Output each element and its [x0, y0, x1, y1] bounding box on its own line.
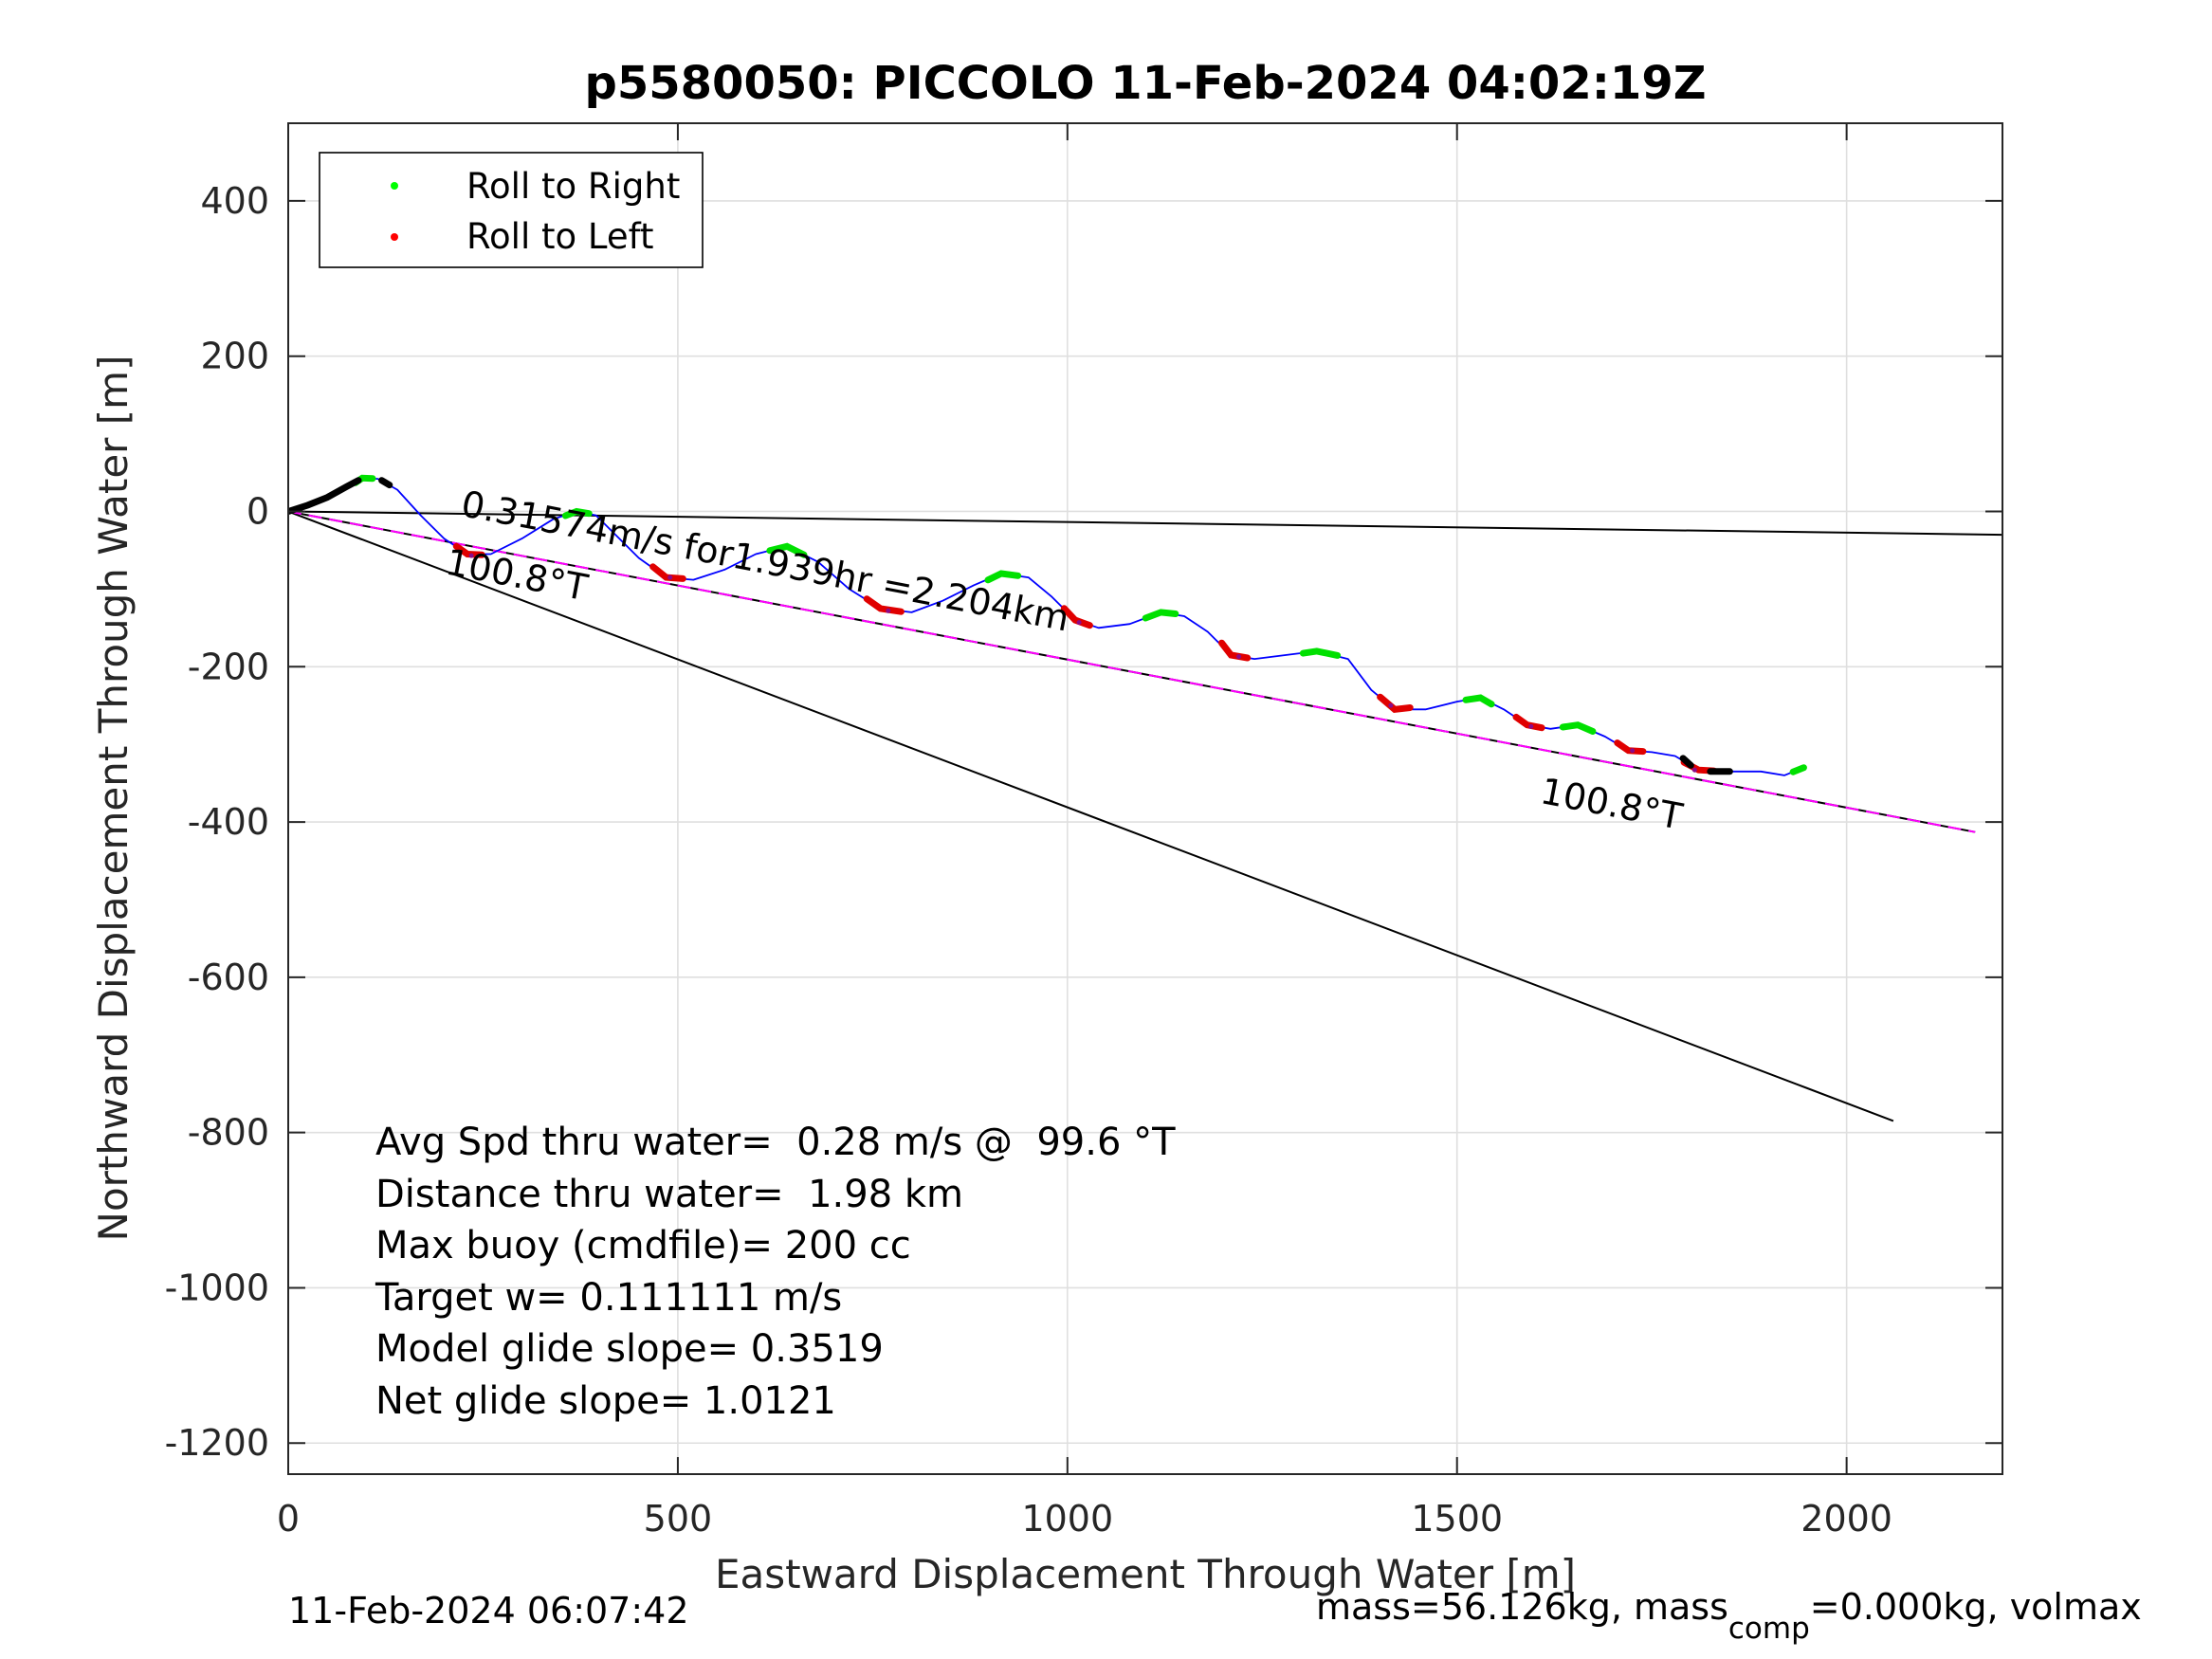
roll-right-marker: [766, 542, 808, 558]
roll-left-point: [667, 574, 673, 580]
stat-line: Model glide slope= 0.3519: [375, 1327, 884, 1371]
y-tick-label: -200: [188, 646, 269, 687]
roll-left-marker: [452, 542, 485, 558]
stats-block: Avg Spd thru water= 0.28 m/s @ 99.6 °T D…: [375, 1121, 1176, 1423]
footer-mass: mass=56.126kg, masscomp=0.000kg, volmax: [1316, 1586, 2142, 1646]
footer-timestamp: 11-Feb-2024 06:07:42: [288, 1590, 689, 1632]
legend-marker-right: [391, 182, 398, 190]
roll-left-point: [886, 608, 891, 613]
x-tick-label: 500: [644, 1498, 713, 1540]
roll-right-marker: [1142, 609, 1179, 622]
stat-line: Target w= 0.111111 m/s: [375, 1276, 842, 1320]
x-tick-label: 1000: [1021, 1498, 1113, 1540]
plot-frame: [287, 122, 2003, 1475]
footer-mass-prefix: mass=56.126kg, mass: [1316, 1586, 1728, 1628]
roll-left-marker: [649, 563, 686, 582]
axis-ticks: 0 500 1000 1500 20004002000-200-400-600-800-…: [165, 123, 2002, 1540]
legend-label-right: Roll to Right: [466, 166, 680, 207]
bearing-line-magenta: [288, 510, 1976, 833]
roll-left-marker: [1060, 605, 1093, 629]
y-axis-label: Northward Displacement Through Water [m]: [90, 356, 137, 1242]
x-tick-label: 2000: [1801, 1498, 1892, 1540]
stat-line: Net glide slope= 1.0121: [375, 1379, 836, 1423]
y-tick-label: 200: [200, 336, 269, 377]
roll-left-point: [1630, 748, 1636, 754]
track-line: [288, 477, 1804, 776]
chart-title: p5580050: PICCOLO 11-Feb-2024 04:02:19Z: [584, 57, 1706, 110]
y-tick-label: 400: [200, 180, 269, 222]
roll-left-marker: [1512, 713, 1545, 732]
legend-label-left: Roll to Left: [466, 216, 654, 257]
y-tick-label: -400: [188, 801, 269, 843]
roll-left-marker: [1377, 693, 1414, 713]
plot-layer: [288, 474, 2002, 1122]
legend-box: [319, 152, 704, 268]
legend: Roll to Right Roll to Left: [319, 152, 704, 268]
roll-right-marker: [984, 570, 1022, 584]
roll-right-marker: [1299, 647, 1342, 659]
roll-right-marker: [1462, 694, 1495, 708]
legend-marker-left: [391, 233, 398, 241]
roll-left-marker: [1614, 739, 1647, 756]
track-black-segment: [288, 477, 362, 515]
y-tick-label: -800: [188, 1112, 269, 1154]
footer-mass-sub: comp: [1728, 1612, 1810, 1646]
track-black-segment: [1679, 755, 1694, 769]
y-tick-label: 0: [247, 490, 269, 532]
x-tick-label: 0: [277, 1498, 300, 1540]
roll-left-point: [1388, 702, 1394, 708]
roll-left-point: [1076, 620, 1082, 626]
stat-line: Max buoy (cmdfile)= 200 cc: [375, 1224, 911, 1267]
footer-mass-suffix: =0.000kg, volmax: [1810, 1586, 2142, 1628]
roll-left-point: [468, 553, 474, 558]
heading-line: [288, 510, 1894, 1122]
y-tick-label: -600: [188, 957, 269, 998]
roll-left-point: [1691, 767, 1697, 773]
plot-area: [288, 123, 2002, 1474]
stat-line: Avg Spd thru water= 0.28 m/s @ 99.6 °T: [375, 1121, 1176, 1164]
x-tick-label: 1500: [1411, 1498, 1503, 1540]
track-black-segment: [378, 477, 393, 489]
roll-left-marker: [1218, 639, 1252, 662]
roll-left-point: [1236, 654, 1242, 660]
roll-right-marker: [1789, 764, 1807, 775]
x-axis-label: Eastward Displacement Through Water [m]: [715, 1551, 1576, 1597]
roll-left-marker: [863, 595, 905, 615]
roll-right-marker: [1559, 721, 1597, 735]
y-tick-label: -1200: [165, 1422, 269, 1464]
stat-line: Distance thru water= 1.98 km: [375, 1173, 963, 1216]
y-tick-label: -1000: [165, 1267, 269, 1308]
roll-left-point: [1528, 723, 1534, 729]
roll-right-marker: [561, 507, 593, 520]
